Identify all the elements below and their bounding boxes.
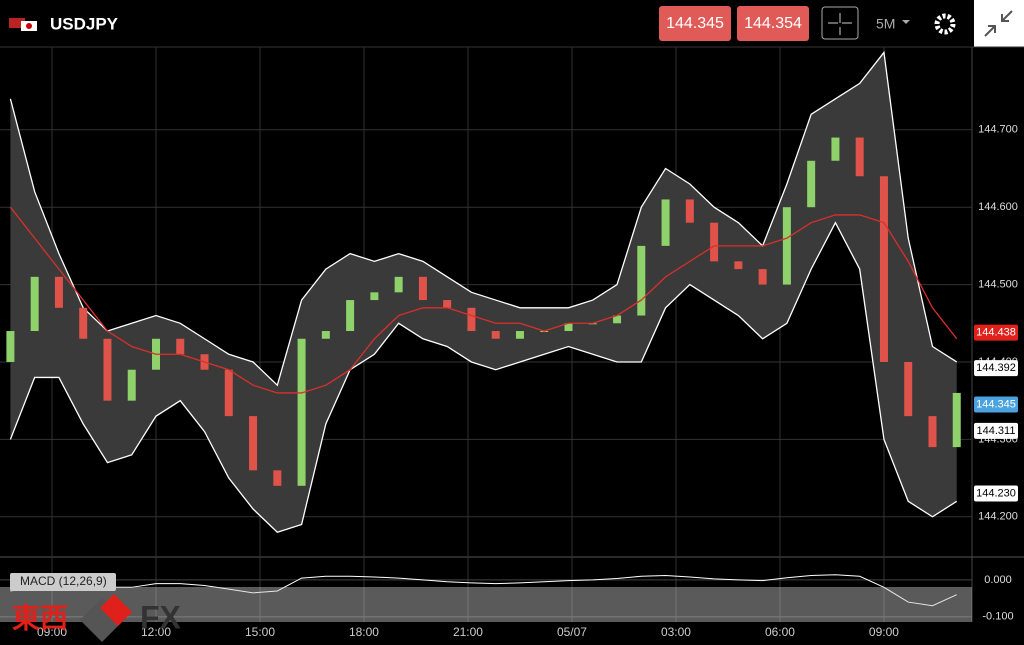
candle-body (734, 261, 743, 270)
candle-body (127, 369, 136, 401)
logo-mark: 東西 (12, 602, 68, 633)
candle-body (273, 470, 282, 486)
y-tick-label: 144.600 (978, 201, 1018, 213)
band-fill (10, 52, 957, 533)
buy-button[interactable] (737, 6, 809, 41)
candle-body (564, 323, 573, 332)
candle-body (782, 207, 791, 285)
candle-body (394, 276, 403, 293)
crosshair-button[interactable] (821, 6, 859, 40)
x-tick-label: 09:00 (869, 625, 899, 639)
price-badge (974, 485, 1018, 502)
candle-body (928, 416, 937, 448)
candle-body (297, 338, 306, 486)
candle-body (6, 331, 15, 362)
x-tick-label: 06:00 (765, 625, 795, 639)
candle-body (443, 300, 452, 308)
candle-body (855, 137, 864, 177)
sell-button[interactable] (659, 6, 731, 41)
y-tick-label: 144.200 (978, 511, 1018, 523)
macd-line (10, 574, 957, 607)
y-tick-label: 144.500 (978, 278, 1018, 290)
price-badge (974, 360, 1018, 377)
candle-body (685, 199, 694, 223)
macd-title: MACD (12,26,9) (20, 574, 107, 588)
candle-body (637, 245, 646, 316)
candle-body (710, 222, 719, 262)
symbol: USDJPY (50, 14, 119, 33)
candle-body (613, 315, 622, 324)
price-badge-label: 144.345 (976, 398, 1016, 410)
collapse-icon (984, 10, 1013, 37)
timeframe[interactable]: 5M (876, 16, 895, 32)
ask-price: 144.354 (744, 15, 802, 32)
logo-text: FX (140, 599, 182, 635)
price-badge (974, 324, 1018, 341)
candle-body (370, 292, 379, 301)
candle-body (807, 160, 816, 208)
settings-button[interactable] (934, 13, 956, 35)
candle-body (418, 276, 427, 301)
logo-arrow (100, 594, 132, 626)
x-tick-label: 21:00 (453, 625, 483, 639)
candle-body (661, 199, 670, 246)
candle-body (103, 338, 112, 401)
price-badge-label: 144.392 (976, 362, 1016, 374)
price-badge (974, 396, 1018, 413)
y-tick-label: 144.700 (978, 124, 1018, 136)
dropdown-arrow (902, 20, 910, 24)
candle-body (321, 331, 330, 339)
candle-body (952, 392, 961, 448)
x-tick-label: 15:00 (245, 625, 275, 639)
candle-body (758, 269, 767, 285)
candle-body (54, 276, 63, 308)
header-bar (0, 0, 1024, 47)
candle-body (224, 369, 233, 417)
price-badge-label: 144.230 (976, 487, 1016, 499)
price-badge (974, 422, 1018, 439)
fullscreen-button[interactable] (974, 0, 1024, 47)
candle-body (491, 331, 500, 339)
band-line (9, 221, 958, 533)
x-tick-label: 18:00 (349, 625, 379, 639)
x-tick-label: 12:00 (141, 625, 171, 639)
candle-body (831, 137, 840, 161)
candle-body (346, 300, 355, 332)
flag-us (9, 18, 25, 28)
macd-label-box (10, 573, 116, 591)
candle-body (249, 416, 258, 471)
candle-body (904, 361, 913, 417)
price-badge-label: 144.311 (977, 425, 1016, 437)
flag-jp-dot (26, 23, 32, 29)
candle-body (467, 307, 476, 332)
price-badge-label: 144.438 (976, 326, 1016, 338)
x-tick-label: 05/07 (557, 625, 587, 639)
macd-tick-label: 0.000 (984, 574, 1012, 586)
candle-body (176, 338, 185, 355)
candle-body (879, 176, 888, 362)
moving-average (9, 206, 958, 394)
macd-tick-label: -0.100 (982, 611, 1013, 623)
candle-body (30, 276, 39, 332)
band-line (9, 50, 958, 387)
crosshair-icon (828, 13, 852, 35)
logo-overlay (0, 587, 972, 622)
candle-body (515, 331, 524, 339)
bid-price: 144.345 (666, 15, 724, 32)
x-tick-label: 03:00 (661, 625, 691, 639)
x-tick-label: 09:00 (37, 625, 67, 639)
candle-body (79, 307, 88, 339)
